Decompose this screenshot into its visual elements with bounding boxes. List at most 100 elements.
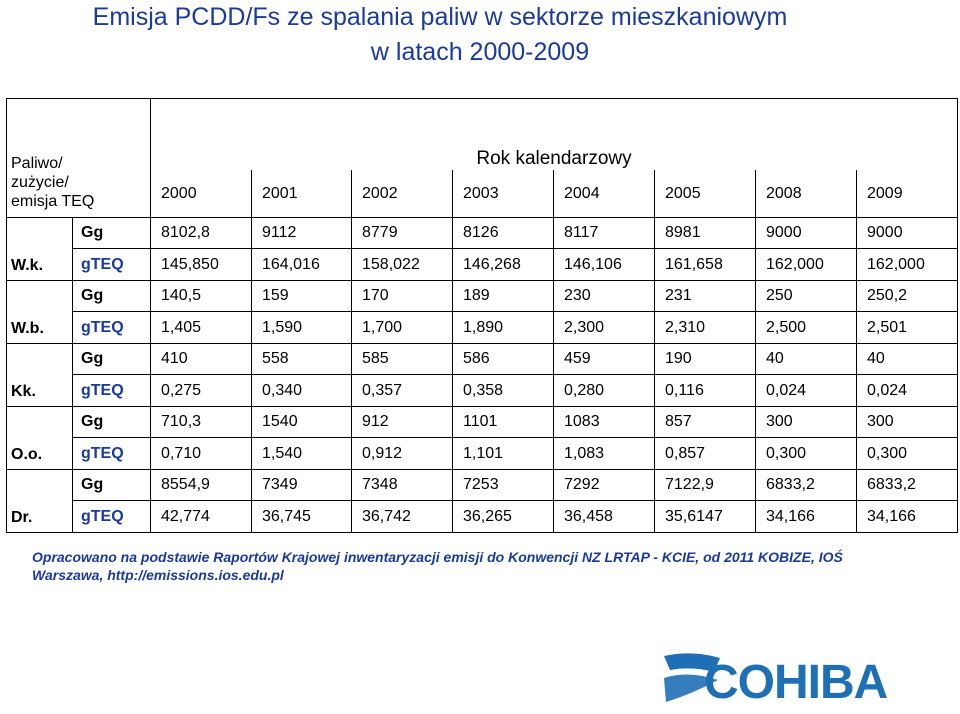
- table-cell: 146,268: [452, 248, 554, 281]
- column-label-line: zużycie/: [11, 174, 69, 191]
- table-cell: 34,166: [856, 500, 958, 533]
- column-label-line: emisja TEQ: [11, 193, 95, 210]
- table-cell: 8554,9: [150, 469, 252, 501]
- table-cell: 0,340: [251, 374, 352, 407]
- table-cell: 0,857: [654, 437, 756, 470]
- table-row: W.b. Gg 140,5 159 170 189 230 231 250 250,2: [6, 280, 958, 344]
- table-row: Kk. Gg 410 558 585 586 459 190 40 40: [6, 343, 958, 407]
- table-cell: 190: [654, 343, 756, 375]
- table-row: gTEQ 0,710 1,540 0,912 1,101 1,083 0,857 0,300 0…: [7, 437, 958, 470]
- table-cell: 1,700: [351, 311, 453, 344]
- table-cell: 0,357: [351, 374, 453, 407]
- table-cell: 250,2: [856, 280, 958, 312]
- table-cell: 0,280: [553, 374, 655, 407]
- table-cell: 2,500: [755, 311, 857, 344]
- table-cell: 0,710: [150, 437, 252, 470]
- table-cell: 40: [856, 343, 958, 375]
- table-cell: 164,016: [251, 248, 352, 281]
- table-cell: 35,6147: [654, 500, 756, 533]
- table-cell: 8117: [553, 217, 655, 249]
- table-cell: 1,101: [452, 437, 554, 470]
- unit-gteq: gTEQ: [72, 437, 151, 470]
- year-header: 2003: [452, 170, 554, 219]
- table-cell: 231: [654, 280, 756, 312]
- unit-gteq: gTEQ: [72, 500, 151, 533]
- page-title: Emisja PCDD/Fs ze spalania paliw w sekto…: [92, 3, 788, 31]
- unit-gg: Gg: [72, 280, 151, 312]
- table-cell: 0,300: [856, 437, 958, 470]
- table-cell: 300: [856, 406, 958, 438]
- year-header: 2004: [553, 170, 655, 219]
- table-cell: 170: [351, 280, 453, 312]
- fuel-group-label: W.b.: [6, 280, 73, 344]
- year-header: 2009: [856, 170, 958, 219]
- unit-gteq: gTEQ: [72, 311, 151, 344]
- table-cell: 162,000: [856, 248, 958, 281]
- fuel-group-label: Kk.: [6, 343, 73, 407]
- table-cell: 410: [150, 343, 252, 375]
- table-cell: 7253: [452, 469, 554, 501]
- table-cell: 36,745: [251, 500, 352, 533]
- unit-gg: Gg: [72, 343, 151, 375]
- unit-gteq: gTEQ: [72, 374, 151, 407]
- table-cell: 8981: [654, 217, 756, 249]
- table-cell: 1,083: [553, 437, 655, 470]
- table-cell: 586: [452, 343, 554, 375]
- table-cell: 250: [755, 280, 857, 312]
- unit-gg: Gg: [72, 217, 151, 249]
- table-row: gTEQ 1,405 1,590 1,700 1,890 2,300 2,310 2,500 2…: [7, 311, 958, 344]
- table-cell: 2,310: [654, 311, 756, 344]
- unit-gg: Gg: [72, 469, 151, 501]
- table-row: gTEQ 0,275 0,340 0,357 0,358 0,280 0,116 0,024 0…: [7, 374, 958, 407]
- table-cell: 7349: [251, 469, 352, 501]
- table-cell: 8779: [351, 217, 453, 249]
- table-cell: 36,742: [351, 500, 453, 533]
- svg-text:COHIBA: COHIBA: [704, 656, 888, 706]
- table-cell: 2,501: [856, 311, 958, 344]
- table-cell: 145,850: [150, 248, 252, 281]
- table-cell: 585: [351, 343, 453, 375]
- table-cell: 7122,9: [654, 469, 756, 501]
- table-cell: 7348: [351, 469, 453, 501]
- fuel-group-text: Kk.: [11, 383, 36, 400]
- table-cell: 0,912: [351, 437, 453, 470]
- table-row: gTEQ 42,774 36,745 36,742 36,265 36,458 35,614…: [7, 500, 958, 533]
- table-cell: 161,658: [654, 248, 756, 281]
- table-cell: 8102,8: [150, 217, 252, 249]
- table-cell: 0,024: [755, 374, 857, 407]
- year-header: 2000: [150, 170, 252, 219]
- table-cell: 158,022: [351, 248, 453, 281]
- table-cell: 2,300: [553, 311, 655, 344]
- table-cell: 1101: [452, 406, 554, 438]
- table-cell: 189: [452, 280, 554, 312]
- table-cell: 8126: [452, 217, 554, 249]
- year-header: 2002: [351, 170, 453, 219]
- source-line: Opracowano na podstawie Raportów Krajowe…: [32, 549, 843, 565]
- table-cell: 36,265: [452, 500, 554, 533]
- table-cell: 9000: [856, 217, 958, 249]
- table-cell: 558: [251, 343, 352, 375]
- fuel-group-label: Dr.: [6, 469, 73, 533]
- column-label-line: Paliwo/: [11, 155, 63, 172]
- year-header: 2008: [755, 170, 857, 219]
- table-cell: 1540: [251, 406, 352, 438]
- table-cell: 40: [755, 343, 857, 375]
- year-header: 2001: [251, 170, 352, 219]
- table-cell: 6833,2: [856, 469, 958, 501]
- unit-gteq: gTEQ: [72, 248, 151, 281]
- table-cell: 6833,2: [755, 469, 857, 501]
- table-row: Dr. Gg 8554,9 7349 7348 7253 7292 7122,9 6833,2 6…: [6, 469, 958, 533]
- cohiba-logo: COHIBA: [664, 653, 889, 706]
- table-cell: 857: [654, 406, 756, 438]
- fuel-group-text: W.b.: [11, 320, 44, 337]
- page-subtitle: w latach 2000-2009: [370, 38, 590, 66]
- table-cell: 300: [755, 406, 857, 438]
- table-cell: 9112: [251, 217, 352, 249]
- table-cell: 710,3: [150, 406, 252, 438]
- year-group-header: Rok kalendarzowy: [150, 98, 958, 171]
- fuel-group-label: W.k.: [6, 217, 73, 281]
- fuel-group-text: W.k.: [11, 257, 44, 274]
- table-cell: 162,000: [755, 248, 857, 281]
- table-cell: 912: [351, 406, 453, 438]
- table-cell: 0,024: [856, 374, 958, 407]
